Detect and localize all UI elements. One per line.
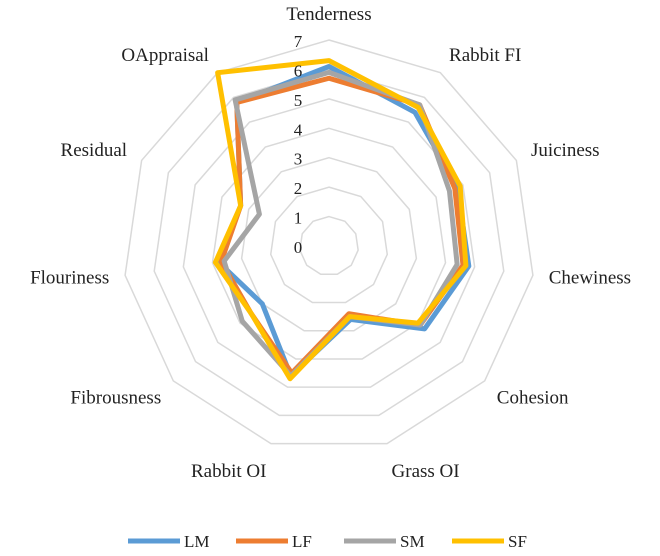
category-label: Tenderness xyxy=(286,4,371,25)
legend-item-sm: SM xyxy=(344,532,425,551)
grid-ring-6 xyxy=(153,68,505,417)
radial-tick-label: 3 xyxy=(294,150,303,169)
legend-item-sf: SF xyxy=(452,532,527,551)
grid-ring-7 xyxy=(124,39,534,445)
radial-tick-label: 4 xyxy=(294,120,303,139)
legend-label: LF xyxy=(292,532,312,551)
category-label: Rabbit FI xyxy=(449,45,521,66)
grid-ring-3 xyxy=(240,156,418,332)
category-label: Rabbit OI xyxy=(191,461,266,482)
category-label: Fibrousness xyxy=(70,387,161,408)
series-layer xyxy=(212,58,472,382)
radial-tick-label: 5 xyxy=(294,91,303,110)
category-label: Flouriness xyxy=(30,268,109,289)
category-label: Grass OI xyxy=(392,461,460,482)
category-label: OAppraisal xyxy=(121,45,209,66)
grid-layer xyxy=(124,39,534,445)
legend-item-lf: LF xyxy=(236,532,312,551)
series-line-sf xyxy=(212,58,469,382)
category-labels: Tenderness Rabbit FI Juiciness Chewiness Coh… xyxy=(30,4,631,482)
radial-tick-label: 1 xyxy=(294,209,303,228)
grid-ring-1 xyxy=(299,215,359,275)
legend-label: LM xyxy=(184,532,210,551)
legend: LM LF SM SF xyxy=(128,532,527,551)
legend-item-lm: LM xyxy=(128,532,210,551)
radial-tick-label: 6 xyxy=(294,61,303,80)
category-label: Chewiness xyxy=(549,268,631,289)
grid-ring-2 xyxy=(269,186,389,304)
grid-ring-4 xyxy=(211,127,447,360)
legend-label: SF xyxy=(508,532,527,551)
radial-tick-label: 7 xyxy=(294,32,303,51)
category-label: Juiciness xyxy=(531,140,600,161)
radial-tick-label: 2 xyxy=(294,179,303,198)
legend-label: SM xyxy=(400,532,425,551)
category-label: Cohesion xyxy=(497,387,569,408)
tick-layer: 0 1 2 3 4 5 6 7 xyxy=(294,32,303,257)
radial-tick-label: 0 xyxy=(294,238,303,257)
category-label: Residual xyxy=(61,140,128,161)
